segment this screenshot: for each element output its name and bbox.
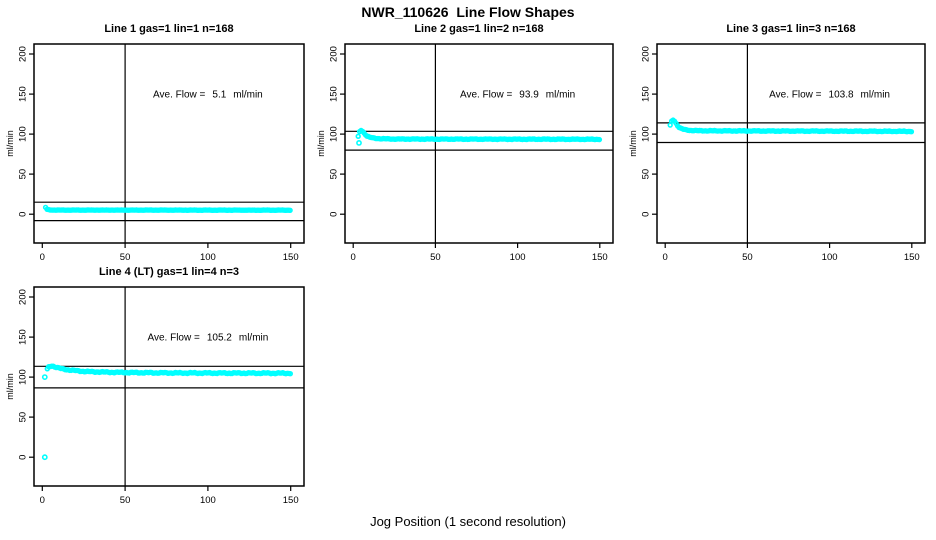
data-points bbox=[667, 117, 915, 135]
y-tick-label: 0 bbox=[640, 212, 651, 217]
panel-line-2: Line 2 gas=1 lin=2 n=168 0 50 100 150 0 50 100 1… bbox=[316, 23, 614, 263]
panel-line-4: Line 4 (LT) gas=1 lin=4 n=3 0 50 100 150 0 50 1… bbox=[5, 266, 305, 506]
y-tick-label: 50 bbox=[328, 169, 339, 180]
outlier-point bbox=[41, 374, 48, 380]
panel-title: Line 4 (LT) gas=1 lin=4 n=3 bbox=[99, 266, 239, 278]
x-tick-label: 0 bbox=[40, 495, 45, 506]
x-tick-label: 150 bbox=[592, 252, 608, 263]
data-point bbox=[287, 371, 293, 377]
y-axis-label: ml/min bbox=[5, 373, 15, 400]
panel-title: Line 3 gas=1 lin=3 n=168 bbox=[726, 23, 855, 35]
figure-xlabel: Jog Position (1 second resolution) bbox=[370, 514, 566, 529]
panel-line-1: Line 1 gas=1 lin=1 n=168 0 50 100 150 0 50 100 1… bbox=[5, 23, 305, 263]
ave-flow-label: Ave. Flow = bbox=[460, 90, 512, 101]
x-tick-label: 100 bbox=[510, 252, 526, 263]
x-tick-label: 50 bbox=[742, 252, 753, 263]
y-tick-label: 100 bbox=[17, 369, 28, 385]
ave-flow-label: Ave. Flow = bbox=[147, 333, 199, 344]
y-tick-label: 200 bbox=[328, 46, 339, 62]
ave-flow-label: Ave. Flow = bbox=[153, 90, 205, 101]
x-tick-label: 50 bbox=[430, 252, 441, 263]
ave-flow-annotation: Ave. Flow = 105.2 ml/min bbox=[147, 333, 268, 344]
data-point bbox=[908, 129, 915, 135]
y-tick-label: 150 bbox=[17, 86, 28, 102]
panel-line-3: Line 3 gas=1 lin=3 n=168 0 50 100 150 0 50 100 1… bbox=[628, 23, 926, 263]
ave-flow-unit: ml/min bbox=[546, 90, 575, 101]
panel-title: Line 1 gas=1 lin=1 n=168 bbox=[104, 23, 233, 35]
plot-box bbox=[33, 286, 305, 487]
y-tick-label: 100 bbox=[17, 126, 28, 142]
y-tick-label: 50 bbox=[17, 412, 28, 423]
x-tick-label: 100 bbox=[822, 252, 838, 263]
ave-flow-unit: ml/min bbox=[239, 333, 268, 344]
y-tick-label: 200 bbox=[17, 46, 28, 62]
y-tick-label: 0 bbox=[328, 212, 339, 217]
figure-title: NWR_110626 Line Flow Shapes bbox=[361, 4, 575, 20]
x-tick-label: 0 bbox=[351, 252, 356, 263]
y-tick-label: 150 bbox=[640, 86, 651, 102]
ave-flow-unit: ml/min bbox=[861, 90, 890, 101]
y-axis-label: ml/min bbox=[628, 130, 638, 157]
y-tick-label: 200 bbox=[17, 289, 28, 305]
data-point bbox=[287, 207, 293, 214]
y-tick-label: 50 bbox=[17, 169, 28, 180]
x-tick-label: 50 bbox=[120, 495, 131, 506]
x-tick-label: 150 bbox=[283, 252, 299, 263]
ave-flow-unit: ml/min bbox=[233, 90, 262, 101]
outlier-point bbox=[356, 139, 362, 146]
y-tick-label: 50 bbox=[640, 169, 651, 180]
ave-flow-annotation: Ave. Flow = 93.9 ml/min bbox=[460, 90, 575, 101]
ave-flow-label: Ave. Flow = bbox=[769, 90, 821, 101]
y-tick-label: 0 bbox=[17, 455, 28, 460]
y-tick-label: 100 bbox=[640, 126, 651, 142]
x-tick-label: 150 bbox=[283, 495, 299, 506]
y-tick-label: 150 bbox=[17, 329, 28, 345]
outlier-point bbox=[41, 454, 48, 461]
ave-flow-value: 105.2 bbox=[207, 333, 232, 344]
plot-box bbox=[656, 43, 926, 244]
x-tick-label: 100 bbox=[200, 252, 216, 263]
ave-flow-value: 103.8 bbox=[829, 90, 854, 101]
data-point bbox=[355, 133, 361, 140]
y-axis-label: ml/min bbox=[5, 130, 15, 157]
panel-title: Line 2 gas=1 lin=2 n=168 bbox=[414, 23, 543, 35]
y-axis-label: ml/min bbox=[316, 130, 326, 157]
x-tick-label: 50 bbox=[120, 252, 131, 263]
y-tick-label: 0 bbox=[17, 212, 28, 217]
ave-flow-value: 93.9 bbox=[519, 90, 539, 101]
x-tick-label: 100 bbox=[200, 495, 216, 506]
data-points bbox=[42, 204, 293, 214]
ave-flow-value: 5.1 bbox=[212, 90, 226, 101]
y-tick-label: 150 bbox=[328, 86, 339, 102]
ave-flow-annotation: Ave. Flow = 5.1 ml/min bbox=[153, 90, 263, 101]
data-points bbox=[355, 127, 603, 146]
y-tick-label: 100 bbox=[328, 126, 339, 142]
x-tick-label: 0 bbox=[663, 252, 668, 263]
x-tick-label: 150 bbox=[904, 252, 920, 263]
data-point bbox=[596, 136, 603, 143]
plot-box bbox=[344, 43, 614, 244]
plot-box bbox=[33, 43, 305, 244]
y-tick-label: 200 bbox=[640, 46, 651, 62]
data-points bbox=[41, 363, 293, 461]
x-tick-label: 0 bbox=[40, 252, 45, 263]
ave-flow-annotation: Ave. Flow = 103.8 ml/min bbox=[769, 90, 890, 101]
